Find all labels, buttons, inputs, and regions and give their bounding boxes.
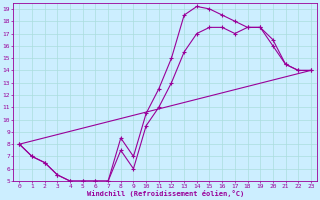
X-axis label: Windchill (Refroidissement éolien,°C): Windchill (Refroidissement éolien,°C) (86, 190, 244, 197)
